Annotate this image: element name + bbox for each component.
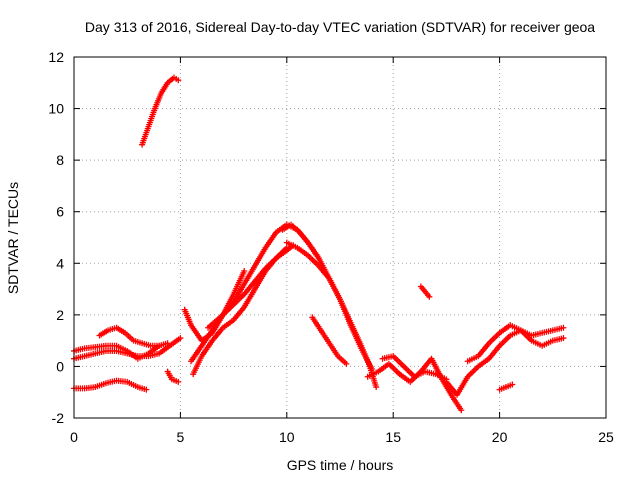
data-point — [143, 386, 150, 393]
series-track-12 — [283, 239, 375, 373]
series-track-6 — [164, 368, 182, 385]
data-point — [175, 77, 182, 84]
data-point — [177, 335, 184, 342]
data-point — [509, 381, 516, 388]
data-series — [71, 74, 567, 414]
y-tick-label: 12 — [48, 49, 64, 65]
series-track-18 — [464, 322, 567, 365]
grid — [74, 57, 606, 418]
series-track-5 — [139, 74, 182, 148]
y-tick-label: 4 — [56, 255, 64, 271]
series-track-15 — [379, 353, 450, 383]
data-point — [426, 293, 433, 300]
x-tick-label: 15 — [385, 429, 401, 445]
plot-frame — [73, 56, 607, 419]
y-tick-label: -2 — [52, 410, 65, 426]
y-tick-label: 2 — [56, 307, 64, 323]
series-track-3 — [96, 324, 171, 349]
series-track-13 — [309, 314, 350, 367]
x-tick-label: 0 — [70, 429, 78, 445]
series-track-9 — [190, 244, 290, 378]
data-point — [458, 407, 465, 414]
data-point — [164, 340, 171, 347]
y-tick-label: 6 — [56, 204, 64, 220]
y-axis-label: SDTVAR / TECUs — [5, 182, 21, 294]
series-track-8 — [188, 242, 297, 365]
series-track-4 — [71, 377, 150, 393]
data-point — [283, 244, 290, 251]
x-tick-label: 25 — [598, 429, 614, 445]
data-point — [241, 268, 248, 275]
data-point — [560, 335, 567, 342]
series-track-16 — [417, 283, 433, 300]
y-tick-label: 0 — [56, 358, 64, 374]
series-track-2 — [71, 335, 184, 362]
series-track-7 — [181, 268, 248, 344]
chart-title: Day 313 of 2016, Sidereal Day-to-day VTE… — [85, 19, 595, 35]
x-tick-label: 20 — [492, 429, 508, 445]
data-point — [373, 384, 380, 391]
data-point — [368, 366, 375, 373]
data-point — [560, 324, 567, 331]
data-point — [343, 360, 350, 367]
x-tick-label: 5 — [177, 429, 185, 445]
data-point — [175, 378, 182, 385]
y-tick-label: 8 — [56, 152, 64, 168]
series-track-19 — [496, 381, 516, 393]
y-tick-label: 10 — [48, 101, 64, 117]
x-tick-label: 10 — [279, 429, 295, 445]
x-axis-label: GPS time / hours — [287, 457, 394, 473]
